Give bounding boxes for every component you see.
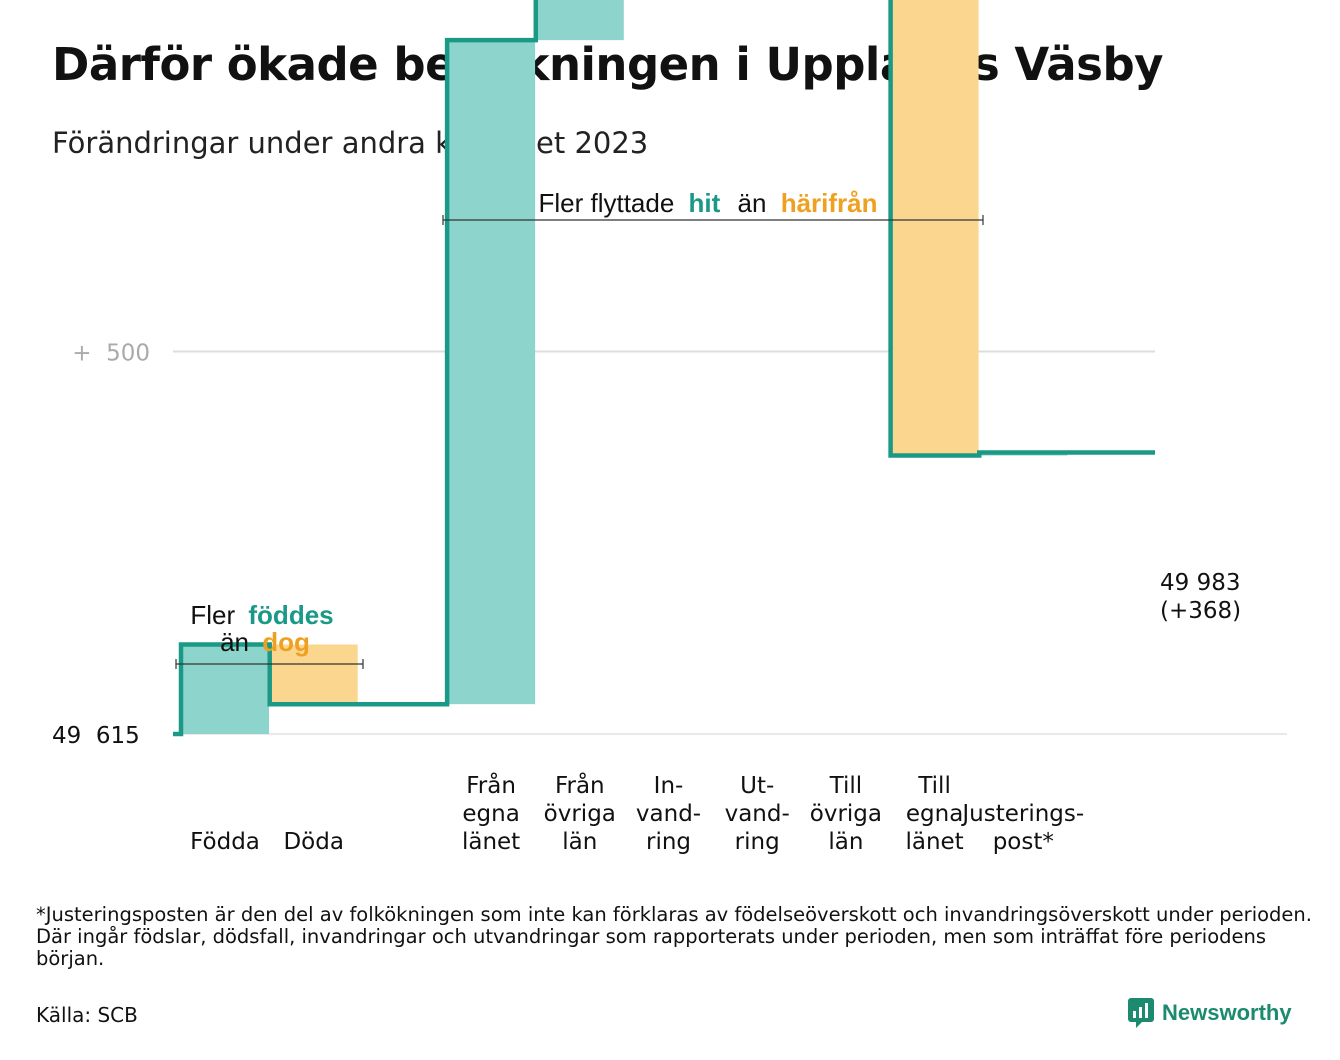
brand-name: Newsworthy: [1162, 1000, 1292, 1025]
x-label-1-line-1: Födda: [190, 829, 260, 855]
births-annotation-prefix: Fler: [190, 600, 235, 630]
x-label-6-line-1: In-: [654, 773, 684, 799]
x-label-7-line-3: ring: [735, 829, 780, 855]
births-annotation-middle: än: [220, 627, 249, 657]
x-label-5-line-1: Från: [555, 771, 605, 799]
x-label-9-line-2: egna: [906, 801, 963, 827]
x-label-5-line-2: övriga: [544, 801, 616, 827]
x-label-10-line-2: post*: [993, 829, 1054, 855]
bar-9: [890, 0, 979, 456]
migration-annotation-harifran: härifrån: [781, 188, 878, 218]
births-annotation-line2: än dog: [220, 627, 310, 657]
x-label-4-line-3: länet: [462, 829, 520, 855]
x-label-2-line-1: Döda: [283, 829, 343, 855]
x-label-8-line-2: övriga: [810, 801, 882, 827]
x-label-5-line-3: län: [562, 829, 597, 855]
bar-2: [269, 644, 358, 705]
y-tick-label-0: 49 615: [52, 723, 140, 749]
waterfall-chart: 49 615+ 500+1 000 FöddaDödaFrånegnalänet…: [52, 0, 1287, 855]
x-label-9-line-1: Till: [917, 773, 951, 799]
newsworthy-logo-icon: [1128, 998, 1154, 1028]
end-value-label: 49 983: [1160, 570, 1240, 596]
y-tick-label-1: + 500: [72, 341, 150, 367]
births-annotation-foddes: föddes: [248, 600, 333, 630]
x-label-4-line-2: egna: [462, 801, 519, 827]
bar-1: [181, 644, 269, 734]
migration-annotation-middle: än: [738, 188, 767, 218]
x-label-7-line-2: vand-: [725, 801, 790, 827]
end-change-label: (+368): [1160, 598, 1241, 624]
x-label-7-line-1: Ut-: [740, 773, 774, 799]
migration-annotation-hit: hit: [689, 188, 721, 218]
bar-4: [447, 40, 536, 705]
chart-subtitle: Förändringar under andra kvartalet 2023: [52, 126, 649, 160]
x-label-8-line-3: län: [828, 829, 863, 855]
x-label-6-line-2: vand-: [636, 801, 701, 827]
bar-5: [535, 0, 624, 41]
x-label-6-line-3: ring: [646, 829, 691, 855]
x-label-10-line-1: Justerings-: [960, 801, 1084, 827]
x-label-8-line-1: Till: [829, 773, 863, 799]
source-label: Källa: SCB: [36, 1003, 138, 1027]
births-annotation-line1: Fler föddes: [190, 600, 333, 630]
x-label-4-line-1: Från: [466, 771, 516, 799]
migration-annotation-prefix: Fler flyttade: [538, 188, 674, 218]
brand-logo: Newsworthy: [1128, 998, 1292, 1028]
footnote: *Justeringsposten är den del av folkökni…: [36, 903, 1312, 970]
x-label-9-line-3: länet: [905, 829, 963, 855]
births-annotation-dog: dog: [262, 627, 310, 657]
migration-annotation: Fler flyttade hit än härifrån: [538, 188, 877, 218]
